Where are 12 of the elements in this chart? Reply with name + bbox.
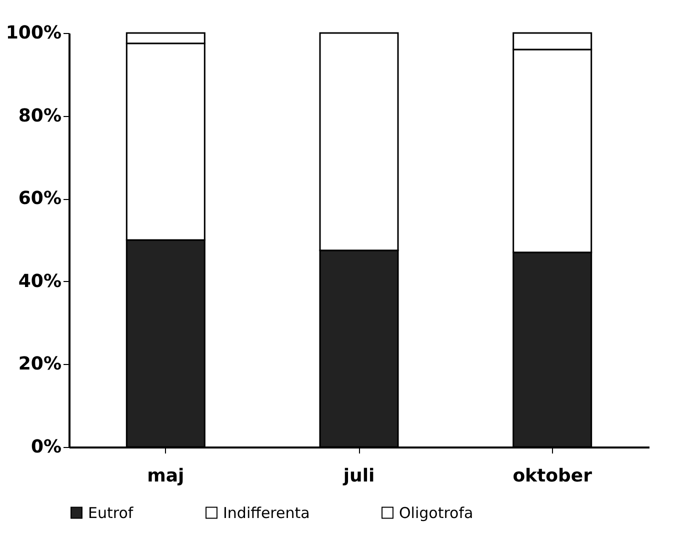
legend-label: Eutrof (88, 504, 134, 522)
x-tick-label: maj (147, 466, 184, 486)
y-tick-label: 60% (18, 188, 62, 210)
legend-label: Indifferenta (223, 504, 310, 522)
y-tick-label: 80% (18, 105, 62, 126)
y-tick-label: 40% (18, 270, 62, 292)
x-tick-label: oktober (512, 466, 592, 486)
x-tick-label: juli (342, 466, 375, 486)
y-tick-label: 0% (30, 436, 62, 458)
y-tick-label: 20% (18, 354, 62, 375)
y-tick-label: 100% (6, 22, 62, 44)
legend-label: Oligotrofa (399, 504, 474, 522)
